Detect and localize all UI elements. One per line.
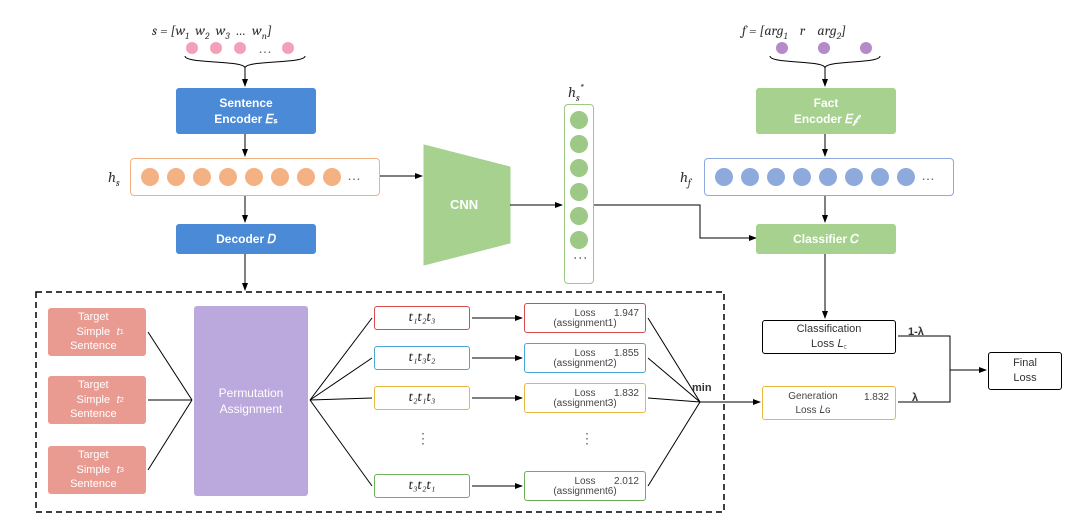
classifier-block: Classifier 𝐶	[756, 224, 896, 254]
f-dot	[860, 42, 872, 54]
fact-encoder-block: Fact Encoder 𝐸𝒻	[756, 88, 896, 134]
permutation-block: Permutation Assignment	[194, 306, 308, 496]
final-loss-block: Final Loss	[988, 352, 1062, 390]
loss-box-3: Loss1.832(assignment3)	[524, 383, 646, 413]
perm-box-3: t₂t₁t₃	[374, 386, 470, 410]
s-dot	[210, 42, 222, 54]
label-1-minus-lambda: 1-λ	[908, 326, 924, 338]
hs-vector: …	[130, 158, 380, 196]
classification-loss-block: Classification Loss 𝐿꜀	[762, 320, 896, 354]
label-min: min	[692, 382, 712, 394]
s-dot	[186, 42, 198, 54]
s-dot	[234, 42, 246, 54]
f-dot	[818, 42, 830, 54]
perm-ellipsis: ⋮	[416, 430, 430, 447]
s-dot	[282, 42, 294, 54]
target-3: TargetSimpleSentence t3	[48, 446, 146, 494]
f-dot	[776, 42, 788, 54]
loss-box-1: Loss1.947(assignment1)	[524, 303, 646, 333]
perm-box-2: t₁t₃t₂	[374, 346, 470, 370]
label-hs: hs	[108, 168, 120, 189]
target-1: TargetSimpleSentence t1	[48, 308, 146, 356]
label-hs-star: hs*	[568, 82, 584, 104]
target-2: TargetSimpleSentence t2	[48, 376, 146, 424]
perm-box-1: t₁t₂t₃	[374, 306, 470, 330]
hs-star-vector: ⋮	[564, 104, 594, 284]
diagram-wires	[0, 0, 1080, 526]
decoder-block: Decoder 𝐷	[176, 224, 316, 254]
label-hf: hf	[680, 168, 691, 189]
cnn-label: CNN	[450, 197, 478, 212]
generation-loss-block: Generation Loss 𝐿ɢ 1.832	[762, 386, 896, 420]
loss-box-6: Loss2.012(assignment6)	[524, 471, 646, 501]
loss-ellipsis: ⋮	[580, 430, 594, 447]
s-ellipsis: …	[258, 40, 272, 56]
label-f-equals: f = [arg1 r arg2]	[742, 22, 846, 42]
label-s-equals: s = [w1 w2 w3 … wn]	[152, 22, 272, 42]
sentence-encoder-block: Sentence Encoder 𝐸ₛ	[176, 88, 316, 134]
hf-vector: …	[704, 158, 954, 196]
label-lambda: λ	[912, 392, 918, 404]
perm-box-6: t₃t₂t₁	[374, 474, 470, 498]
loss-box-2: Loss1.855(assignment2)	[524, 343, 646, 373]
